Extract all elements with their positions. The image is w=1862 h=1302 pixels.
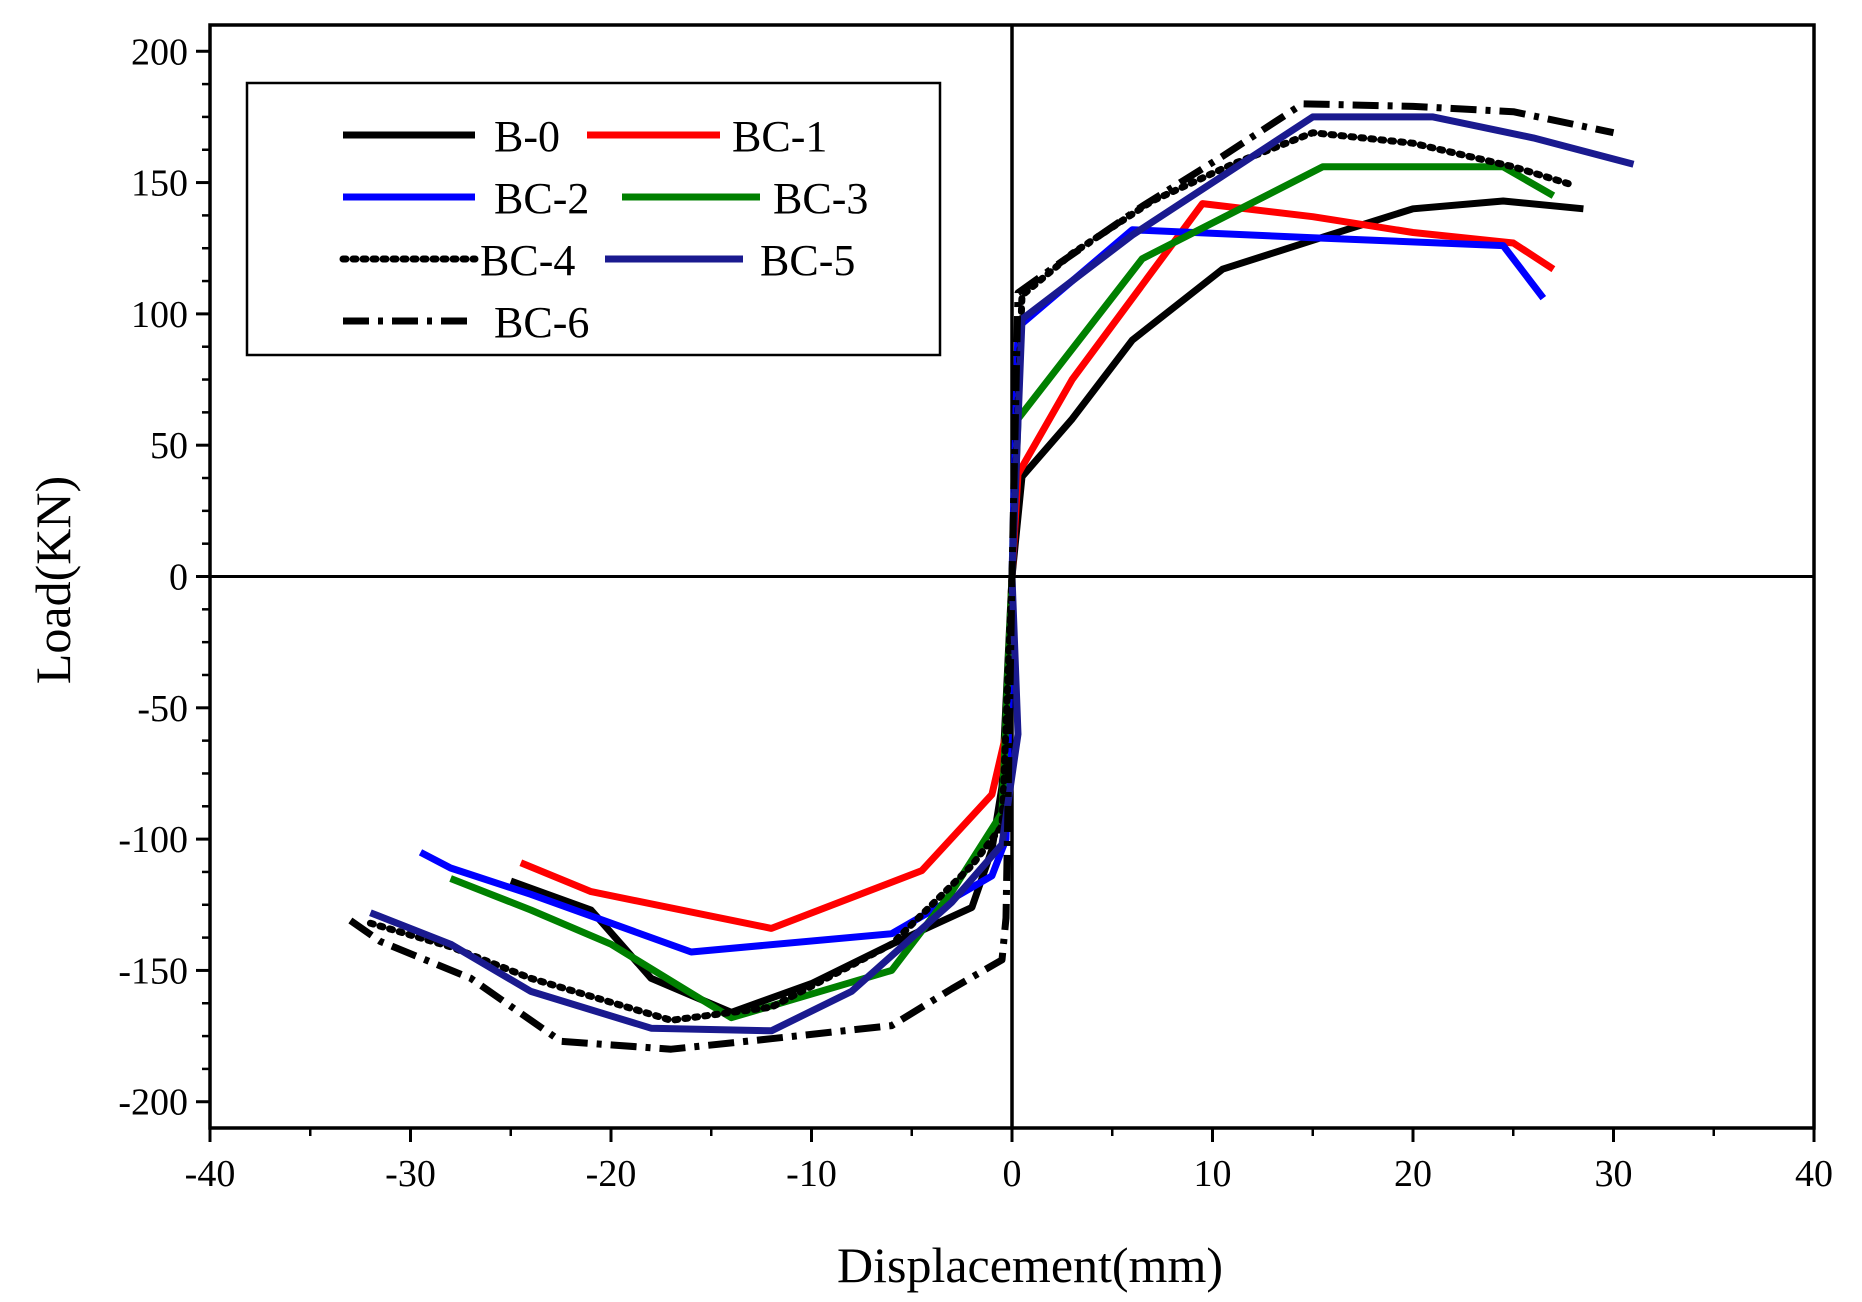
x-tick-label: 10 <box>1194 1153 1232 1195</box>
y-tick-label: -150 <box>118 950 188 992</box>
x-tick-label: 30 <box>1595 1153 1633 1195</box>
legend-label-bc-4: BC-4 <box>480 236 575 285</box>
plot-frame <box>208 23 1816 1130</box>
y-tick-label: -50 <box>137 688 188 730</box>
x-tick-label: 0 <box>1003 1153 1022 1195</box>
y-tick-label: 150 <box>131 163 188 205</box>
legend-label-b-0: B-0 <box>494 112 560 161</box>
legend: B-0 BC-1 BC-2 BC-3 BC-4 BC-5 BC-6 <box>245 81 942 357</box>
x-tick-label: 20 <box>1394 1153 1432 1195</box>
y-tick-label: 200 <box>131 31 188 73</box>
legend-label-bc-5: BC-5 <box>760 236 855 285</box>
series-layer <box>348 100 1635 1053</box>
legend-label-bc-3: BC-3 <box>773 174 868 223</box>
y-tick-label: 50 <box>150 425 188 467</box>
x-axis-title: Displacement(mm) <box>837 1237 1223 1293</box>
y-tick-label: 100 <box>131 294 188 336</box>
x-tick-label: -20 <box>586 1153 637 1195</box>
frame-layer: -40 -30 -20 -10 0 10 20 30 40-200-150-100-500501… <box>118 23 1833 1195</box>
x-tick-label: 40 <box>1795 1153 1833 1195</box>
y-tick-label: 0 <box>169 557 188 599</box>
series-line-bc-5 <box>369 113 1635 1035</box>
x-tick-label: -10 <box>786 1153 837 1195</box>
y-tick-label: -100 <box>118 819 188 861</box>
legend-label-bc-1: BC-1 <box>732 112 827 161</box>
y-axis-title: Load(KN) <box>25 476 81 684</box>
y-tick-label: -200 <box>118 1082 188 1124</box>
legend-box <box>245 81 942 357</box>
legend-label-bc-2: BC-2 <box>494 174 589 223</box>
x-tick-label: -40 <box>185 1153 236 1195</box>
x-tick-label: -30 <box>385 1153 436 1195</box>
legend-label-bc-6: BC-6 <box>494 298 589 347</box>
series-line-bc-6 <box>348 100 1615 1053</box>
